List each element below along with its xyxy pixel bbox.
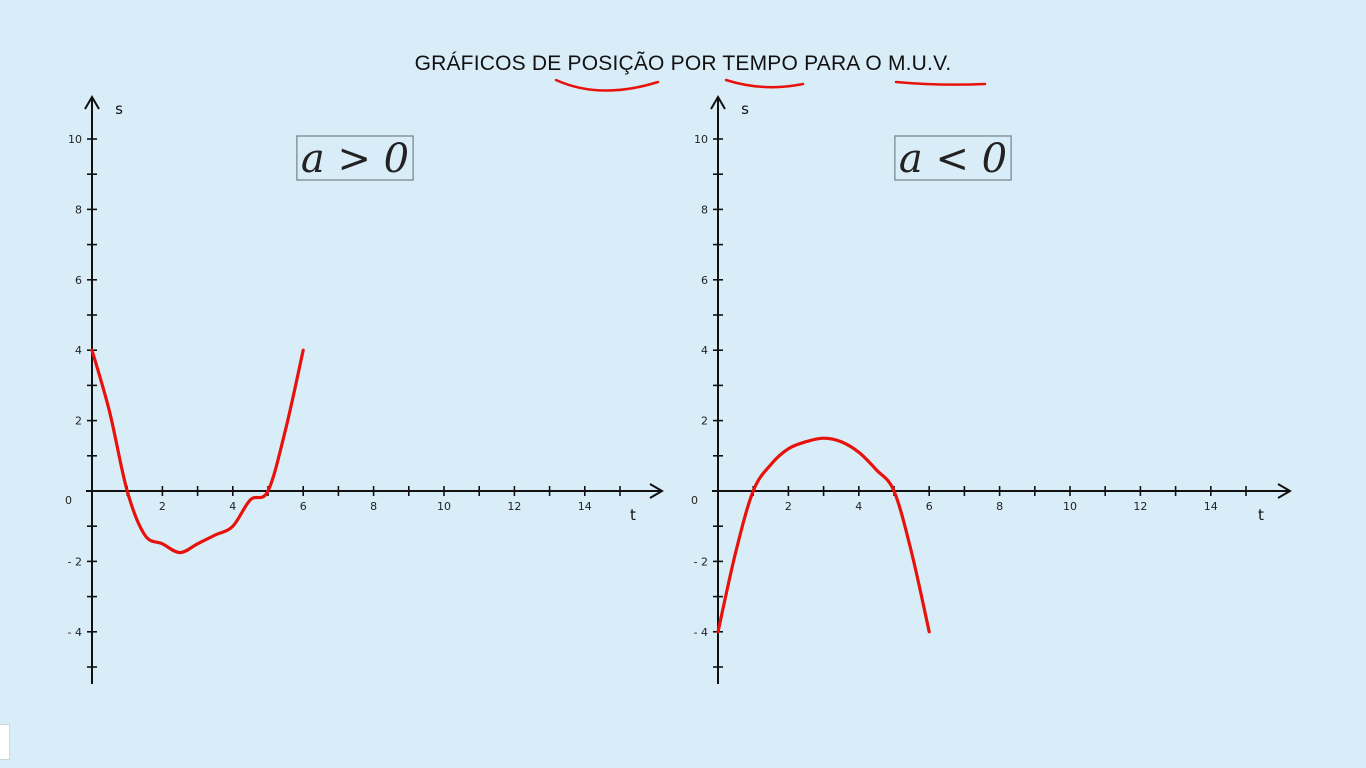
y-tick-label: - 2 [68,555,82,568]
x-tick-label: 12 [1133,500,1147,513]
chart-a-positive: 2 4 6 8 10 12 14 10 8 6 4 2 - 2 - 4 0 t s a > 0 [65,95,664,684]
x-tick-label: 10 [1063,500,1077,513]
y-tick-label: 2 [701,415,708,428]
origin-label: 0 [65,494,72,507]
x-tick-label: 8 [370,500,377,513]
y-axis-label: s [115,100,123,118]
origin-label: 0 [691,494,698,507]
x-tick-label: 4 [855,500,862,513]
x-axis-arrow [649,483,664,499]
y-tick-label: 10 [68,133,82,146]
x-tick-label: 14 [578,500,592,513]
x-tick-label: 6 [926,500,933,513]
y-tick-label: - 4 [694,626,708,639]
page-title: GRÁFICOS DE POSIÇÃO POR TEMPO PARA O M.U… [414,52,952,75]
y-tick-label: 6 [75,274,82,287]
y-axis-label: s [741,100,749,118]
x-tick-label: 10 [437,500,451,513]
x-tick-label: 8 [996,500,1003,513]
x-axis-label: t [1258,506,1264,524]
hand-drawn-underlines [554,78,987,92]
formula-label: a > 0 [301,136,409,182]
y-axis-arrow [84,95,100,110]
formula-box [296,135,414,181]
formula-box [894,135,1012,181]
x-tick-label: 12 [507,500,521,513]
y-axis-arrow [710,95,726,110]
x-axis-arrow [1277,483,1292,499]
y-tick-label: 4 [701,344,708,357]
y-tick-label: 8 [701,203,708,216]
y-tick-label: 4 [75,344,82,357]
x-axis-label: t [630,506,636,524]
x-tick-label: 2 [159,500,166,513]
underline-tempo [724,78,805,89]
chart-a-negative: 2 4 6 8 10 12 14 10 8 6 4 2 - 2 - 4 0 t s a < 0 [691,95,1292,684]
underline-muv [894,80,987,86]
y-tick-label: 8 [75,203,82,216]
position-curve [90,348,305,555]
underline-posicao [554,78,660,92]
formula-label: a < 0 [899,136,1007,182]
corner-widget [0,724,10,760]
x-tick-label: 6 [300,500,307,513]
y-tick-label: 2 [75,415,82,428]
y-tick-label: - 2 [694,555,708,568]
x-tick-label: 2 [785,500,792,513]
x-tick-label: 14 [1204,500,1218,513]
position-curve [716,436,931,634]
y-tick-label: 10 [694,133,708,146]
x-tick-label: 4 [229,500,236,513]
y-tick-label: - 4 [68,626,82,639]
y-tick-label: 6 [701,274,708,287]
